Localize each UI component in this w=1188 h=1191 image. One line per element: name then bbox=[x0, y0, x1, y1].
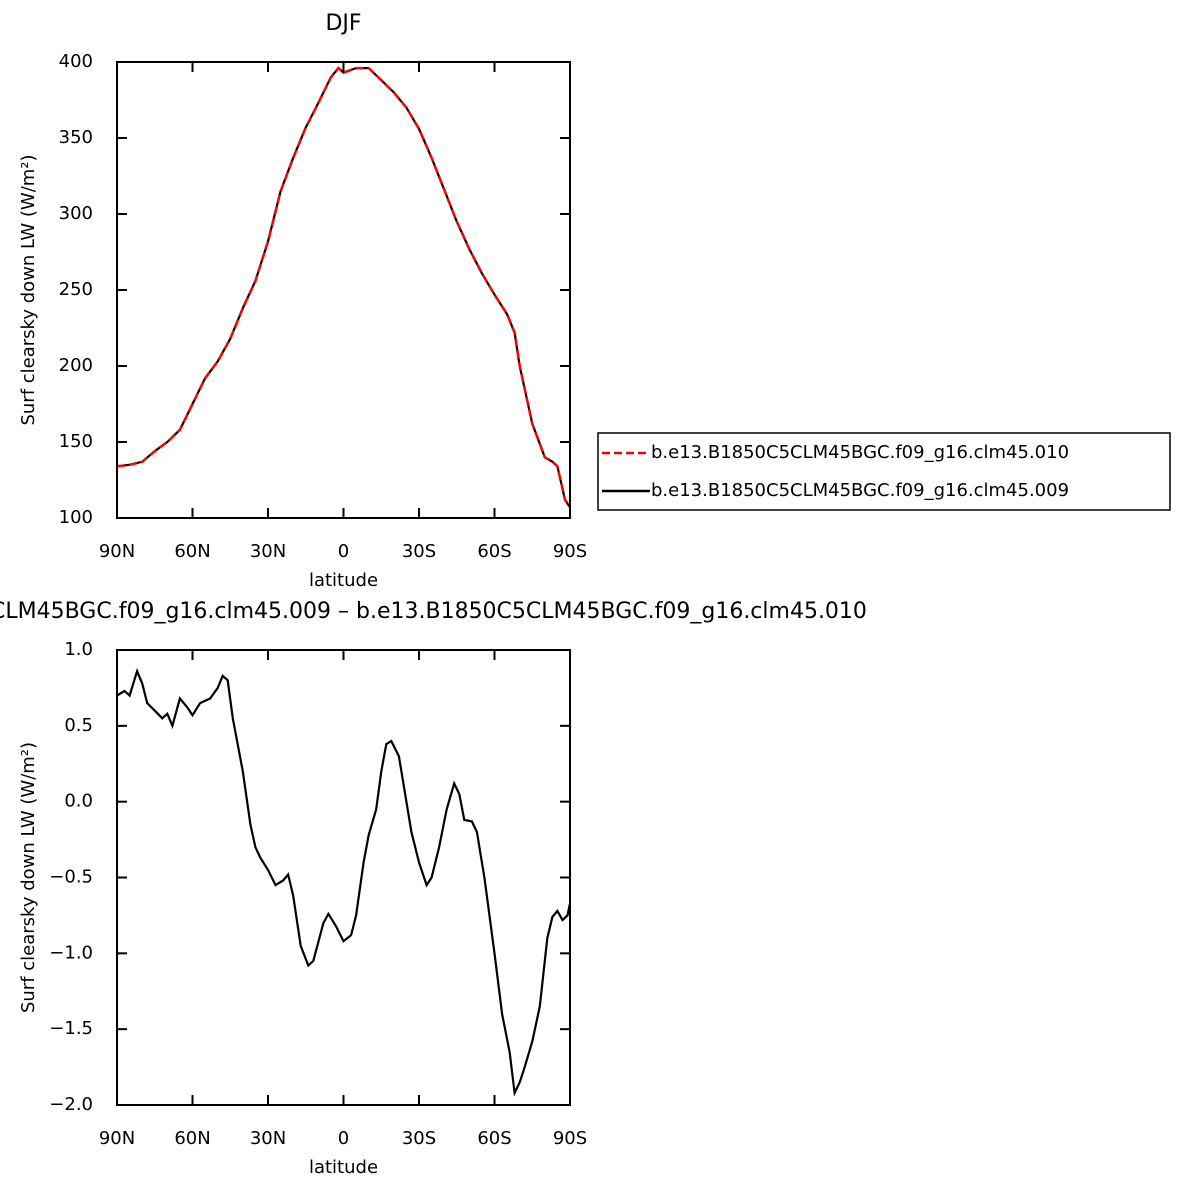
x-tick-label: 30N bbox=[250, 541, 286, 562]
y-tick-label: 300 bbox=[59, 203, 93, 224]
y-tick-label: 400 bbox=[59, 51, 93, 72]
y-tick-label: −2.0 bbox=[49, 1094, 93, 1115]
y-tick-label: 0.0 bbox=[64, 791, 93, 812]
x-tick-label: 60N bbox=[174, 541, 210, 562]
x-tick-label: 30S bbox=[402, 541, 436, 562]
x-tick-label: 0 bbox=[338, 541, 349, 562]
x-tick-label: 60S bbox=[477, 1128, 511, 1149]
legend-box bbox=[597, 432, 1171, 511]
y-tick-label: −1.0 bbox=[49, 942, 93, 963]
data-line bbox=[116, 66, 572, 509]
y-tick-label: 0.5 bbox=[64, 715, 93, 736]
x-tick-label: 90S bbox=[553, 541, 587, 562]
y-tick-label: 1.0 bbox=[64, 639, 93, 660]
x-tick-label: 90N bbox=[99, 541, 135, 562]
plot-frame bbox=[116, 61, 571, 519]
x-tick-label: 60N bbox=[174, 1128, 210, 1149]
legend-label: b.e13.B1850C5CLM45BGC.f09_g16.clm45.010 bbox=[651, 442, 1069, 463]
x-axis-label: latitude bbox=[309, 1157, 378, 1178]
y-tick-label: 200 bbox=[59, 355, 93, 376]
y-tick-label: 350 bbox=[59, 127, 93, 148]
chart-title: b.e13.B1850C5CLM45BGC.f09_g16.clm45.009 … bbox=[0, 599, 867, 624]
x-tick-label: 90N bbox=[99, 1128, 135, 1149]
plot-frame bbox=[116, 649, 571, 1106]
y-axis-label: Surf clearsky down LW (W/m²) bbox=[18, 154, 39, 425]
x-tick-label: 60S bbox=[477, 541, 511, 562]
data-line bbox=[116, 66, 571, 509]
chart-title: DJF bbox=[325, 11, 361, 36]
y-tick-label: 150 bbox=[59, 431, 93, 452]
x-tick-label: 0 bbox=[338, 1128, 349, 1149]
data-line bbox=[116, 667, 572, 1097]
y-tick-label: 250 bbox=[59, 279, 93, 300]
legend-label: b.e13.B1850C5CLM45BGC.f09_g16.clm45.009 bbox=[651, 480, 1069, 501]
y-tick-label: 100 bbox=[59, 507, 93, 528]
y-tick-label: −0.5 bbox=[49, 867, 93, 888]
y-tick-label: −1.5 bbox=[49, 1018, 93, 1039]
x-tick-label: 30S bbox=[402, 1128, 436, 1149]
x-tick-label: 90S bbox=[553, 1128, 587, 1149]
y-axis-label: Surf clearsky down LW (W/m²) bbox=[18, 742, 39, 1013]
x-axis-label: latitude bbox=[309, 570, 378, 591]
x-tick-label: 30N bbox=[250, 1128, 286, 1149]
